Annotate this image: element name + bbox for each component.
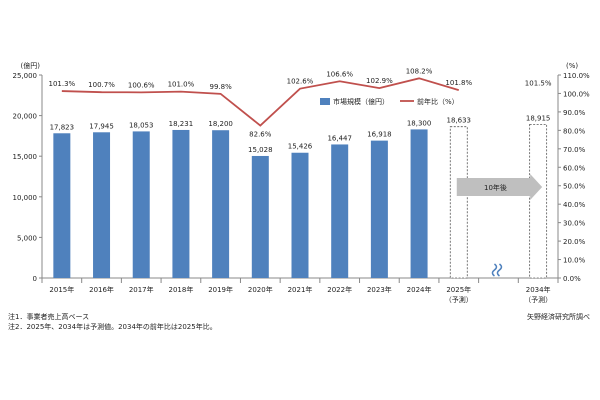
right-tick-label: 100.0%: [563, 90, 590, 98]
axis-break-mark: [496, 263, 503, 277]
bar-value-label: 15,028: [248, 146, 273, 154]
yoy-value-label: 99.8%: [209, 83, 232, 91]
yoy-value-label: 108.2%: [406, 67, 433, 75]
bar: [53, 133, 71, 278]
bar-value-label: 18,200: [208, 120, 233, 128]
yoy-value-label: 100.7%: [88, 81, 115, 89]
yoy-value-label: 100.6%: [128, 81, 155, 89]
bar-value-label: 15,426: [288, 143, 313, 151]
x-tick-label: 2015年: [49, 285, 74, 294]
bar-value-label: 18,633: [447, 117, 472, 125]
right-tick-label: 110.0%: [563, 72, 590, 80]
x-tick-label: 2017年: [129, 285, 154, 294]
axis-break-mark: [491, 263, 498, 277]
market-size-chart: 0 5,000 10,000 15,000 20,000 25,000 (億円) 0.0% 10…: [13, 61, 591, 304]
x-tick-label: 2024年: [407, 285, 432, 294]
x-tick-label: 2023年: [367, 285, 392, 294]
yoy-value-label: 102.6%: [287, 78, 314, 86]
bar-value-label: 18,053: [129, 121, 154, 129]
bar: [132, 131, 150, 278]
ten-years-arrow-label: 10年後: [484, 183, 507, 192]
right-tick-label: 80.0%: [563, 127, 586, 135]
yoy-value-label: 106.6%: [326, 70, 353, 78]
left-tick-label: 15,000: [13, 153, 38, 161]
x-tick-label: 2016年: [89, 285, 114, 294]
x-tick-label: 2019年: [208, 285, 233, 294]
yoy-value-label: 101.8%: [445, 79, 472, 87]
bar-value-label: 18,915: [526, 114, 551, 122]
yoy-value-label: 101.5%: [525, 80, 552, 88]
yoy-value-label: 101.0%: [168, 81, 195, 89]
yoy-value-label: 101.3%: [48, 80, 75, 88]
legend-line-label: 前年比（%）: [417, 97, 459, 106]
x-tick-label: 2020年: [248, 285, 273, 294]
right-tick-label: 40.0%: [563, 201, 586, 209]
left-tick-label: 25,000: [13, 72, 38, 80]
bar-value-label: 16,918: [367, 131, 392, 139]
yoy-value-label: 82.6%: [249, 131, 272, 139]
left-axis-unit: (億円): [21, 61, 41, 70]
left-tick-label: 20,000: [13, 113, 38, 121]
x-tick-label: 2025年: [446, 285, 471, 294]
x-tick-label: 2022年: [327, 285, 352, 294]
legend-bar-label: 市場規模（億円）: [333, 97, 389, 106]
left-tick-label: 0: [33, 275, 37, 283]
forecast-bar: [449, 126, 468, 279]
bar-value-label: 16,447: [327, 134, 352, 142]
yoy-line: [61, 77, 460, 127]
left-tick-label: 10,000: [13, 194, 38, 202]
right-tick-label: 90.0%: [563, 109, 586, 117]
bar-value-label: 17,945: [89, 122, 114, 130]
footnote-2: 注2．2025年、2034年は予測値。2034年の前年比は2025年比。: [8, 323, 217, 331]
bar: [291, 152, 309, 278]
right-tick-label: 60.0%: [563, 164, 586, 172]
bar: [331, 144, 349, 278]
x-tick-label: 2034年: [526, 285, 551, 294]
right-tick-label: 70.0%: [563, 146, 586, 154]
right-tick-label: 0.0%: [563, 275, 581, 283]
right-tick-label: 10.0%: [563, 257, 586, 265]
bar: [93, 132, 111, 278]
right-tick-label: 20.0%: [563, 238, 586, 246]
right-tick-label: 30.0%: [563, 220, 586, 228]
bar-value-label: 18,300: [407, 119, 432, 127]
x-tick-label: 2018年: [169, 285, 194, 294]
legend-bar-swatch: [320, 98, 330, 105]
bar-value-label: 18,231: [169, 120, 194, 128]
right-axis-unit: (%): [566, 62, 578, 70]
x-tick-sublabel: （予測）: [524, 295, 552, 304]
x-tick-label: 2021年: [288, 285, 313, 294]
bar: [212, 130, 230, 278]
right-tick-label: 50.0%: [563, 183, 586, 191]
x-tick-sublabel: （予測）: [445, 295, 473, 304]
footnote-1: 注1．事業者売上高ベース: [8, 313, 90, 321]
bar: [370, 140, 388, 278]
ten-years-arrow: [456, 174, 543, 200]
yoy-value-label: 102.9%: [366, 77, 393, 85]
forecast-bar: [529, 124, 548, 279]
bar: [172, 129, 190, 278]
bar-value-label: 17,823: [50, 123, 75, 131]
source-credit: 矢野経済研究所調べ: [527, 313, 590, 321]
bar: [410, 129, 428, 278]
left-tick-label: 5,000: [17, 234, 37, 242]
bar: [251, 155, 269, 278]
